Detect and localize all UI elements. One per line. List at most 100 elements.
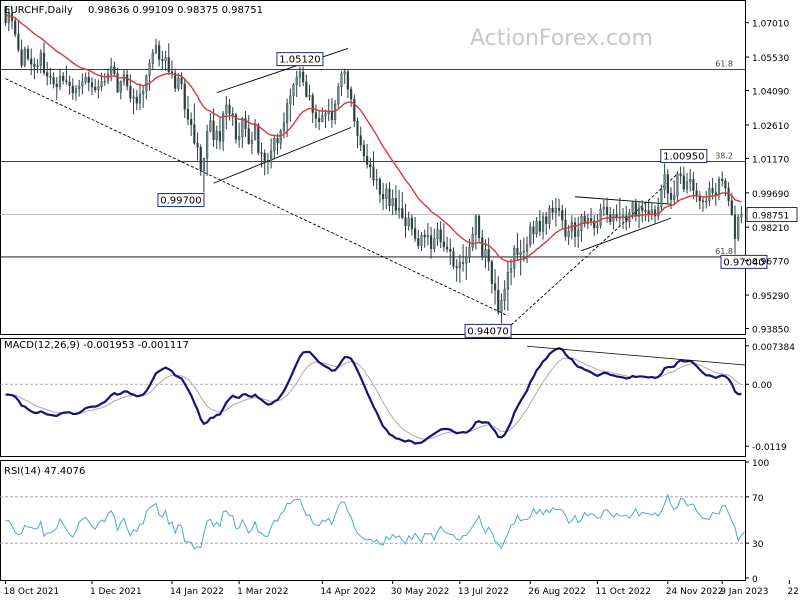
candle-body: [449, 248, 452, 252]
candle-body: [308, 95, 311, 97]
candle-body: [516, 247, 519, 256]
candle-body: [190, 119, 193, 125]
candle-body: [311, 95, 314, 113]
candle-body: [430, 235, 433, 250]
candle-body: [541, 216, 545, 232]
candle-body: [20, 49, 23, 66]
candle-body: [135, 96, 138, 104]
candle-body: [42, 52, 46, 73]
candle-body: [724, 180, 727, 189]
x-tick-label: 30 May 2022: [391, 587, 450, 597]
candle-body: [599, 208, 602, 226]
candle-body: [14, 20, 17, 35]
candle-body: [257, 124, 260, 153]
rsi-panel: 100 70 30 0: [0, 459, 769, 585]
candle-body: [87, 77, 90, 83]
candle-body: [113, 66, 116, 74]
rsi-y-tick-label: 100: [752, 459, 769, 469]
candle-body: [74, 88, 78, 94]
candle-body: [669, 193, 673, 200]
candle-body: [36, 65, 39, 67]
candle-body: [215, 131, 218, 141]
x-tick-label: 18 Oct 2021: [4, 587, 60, 597]
candle-body: [129, 85, 132, 99]
candle-body: [65, 80, 68, 83]
x-tick-label: 1 Mar 2022: [237, 587, 288, 597]
candle-body: [737, 216, 740, 239]
candle-body: [305, 81, 308, 97]
candle-body: [212, 120, 215, 141]
candle-body: [222, 113, 225, 142]
candle-body: [346, 71, 349, 90]
candle-body: [260, 152, 263, 154]
candle-body: [468, 246, 471, 258]
candle-body: [519, 252, 522, 256]
candle-body: [689, 179, 692, 183]
price-annotation-box: [276, 52, 324, 67]
macd-y-tick-label: 0.007384: [752, 343, 795, 353]
panel-frame: [0, 0, 746, 335]
candle-body: [439, 229, 442, 242]
trend-line: [581, 217, 672, 252]
candle-body: [238, 136, 241, 140]
candle-body: [234, 114, 238, 140]
candle-body: [369, 164, 372, 168]
candle-body: [385, 188, 388, 200]
candle-body: [340, 73, 343, 88]
candle-body: [692, 179, 695, 191]
candle-body: [94, 86, 97, 91]
candle-body: [62, 75, 65, 81]
candle-body: [487, 249, 490, 262]
candle-body: [295, 76, 298, 85]
candle-body: [17, 34, 20, 51]
y-tick-label: 1.05530: [752, 54, 789, 64]
x-tick-label: 11 Oct 2022: [595, 587, 651, 597]
candle-body: [26, 48, 30, 59]
candle-body: [538, 220, 541, 232]
candle-body: [446, 246, 449, 250]
panel-frames: [0, 0, 746, 581]
candle-body: [225, 104, 228, 114]
candle-body: [177, 77, 180, 89]
candle-body: [49, 75, 52, 78]
candle-body: [228, 104, 231, 114]
candle-body: [641, 207, 644, 211]
candle-body: [314, 112, 317, 119]
candle-body: [740, 214, 743, 218]
rsi-label: RSI(14) 47.4076: [4, 466, 85, 477]
candle-body: [273, 138, 276, 152]
candle-body: [52, 77, 55, 85]
candle-body: [33, 63, 36, 67]
y-tick-label: 1.04090: [752, 88, 789, 98]
candle-body: [186, 108, 190, 120]
candle-body: [378, 178, 381, 195]
candle-body: [218, 131, 222, 142]
candle-body: [167, 57, 170, 72]
rsi-y-tick-label: 0: [752, 575, 758, 585]
candle-body: [666, 174, 669, 194]
x-tick-label: 13 Jul 2022: [458, 587, 509, 597]
candle-body: [455, 266, 458, 268]
candle-body: [231, 113, 234, 115]
candle-body: [132, 96, 135, 99]
candle-body: [442, 241, 445, 248]
candle-body: [452, 251, 455, 267]
candle-body: [701, 200, 705, 202]
candle-body: [321, 115, 324, 122]
price-annotation-box: [464, 323, 512, 338]
candle-body: [382, 193, 385, 200]
candle-body: [302, 71, 305, 83]
candle-body: [500, 300, 503, 313]
candle-body: [106, 74, 110, 82]
candle-body: [506, 272, 509, 290]
candle-body: [589, 218, 593, 222]
candle-body: [30, 58, 33, 65]
candle-body: [682, 175, 685, 190]
candle-body: [625, 215, 628, 222]
last-price-tag: [746, 207, 798, 223]
candle-body: [154, 45, 158, 54]
candle-body: [343, 71, 346, 74]
watermark: ActionForex.com: [470, 26, 653, 51]
candle-body: [705, 200, 708, 203]
candle-body: [420, 234, 423, 246]
